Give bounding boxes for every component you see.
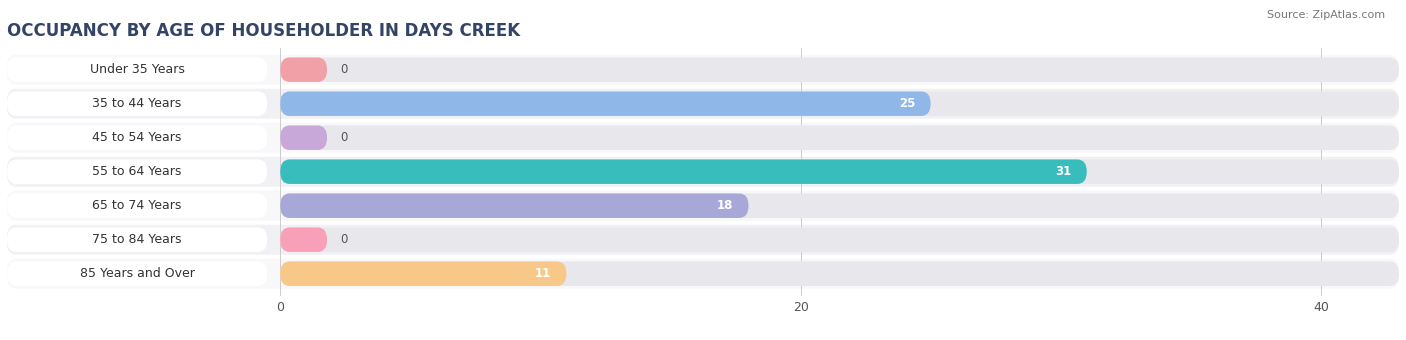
FancyBboxPatch shape — [7, 55, 1399, 85]
Text: 18: 18 — [717, 199, 733, 212]
FancyBboxPatch shape — [280, 227, 1399, 252]
FancyBboxPatch shape — [7, 259, 1399, 289]
FancyBboxPatch shape — [280, 261, 567, 286]
FancyBboxPatch shape — [280, 57, 328, 82]
FancyBboxPatch shape — [7, 193, 267, 218]
Text: Under 35 Years: Under 35 Years — [90, 63, 184, 76]
FancyBboxPatch shape — [7, 125, 267, 150]
FancyBboxPatch shape — [7, 261, 267, 286]
FancyBboxPatch shape — [280, 91, 931, 116]
Text: 65 to 74 Years: 65 to 74 Years — [93, 199, 181, 212]
Text: 11: 11 — [534, 267, 551, 280]
FancyBboxPatch shape — [280, 159, 1087, 184]
Text: 25: 25 — [898, 97, 915, 110]
FancyBboxPatch shape — [280, 261, 1399, 286]
Text: Source: ZipAtlas.com: Source: ZipAtlas.com — [1267, 10, 1385, 20]
FancyBboxPatch shape — [280, 125, 328, 150]
Text: 0: 0 — [340, 233, 347, 246]
FancyBboxPatch shape — [280, 91, 1399, 116]
FancyBboxPatch shape — [280, 193, 748, 218]
Text: 75 to 84 Years: 75 to 84 Years — [93, 233, 181, 246]
FancyBboxPatch shape — [7, 227, 267, 252]
Text: 35 to 44 Years: 35 to 44 Years — [93, 97, 181, 110]
Text: 0: 0 — [340, 63, 347, 76]
Text: 45 to 54 Years: 45 to 54 Years — [93, 131, 181, 144]
FancyBboxPatch shape — [7, 191, 1399, 221]
FancyBboxPatch shape — [7, 91, 267, 116]
FancyBboxPatch shape — [7, 57, 267, 82]
Text: OCCUPANCY BY AGE OF HOUSEHOLDER IN DAYS CREEK: OCCUPANCY BY AGE OF HOUSEHOLDER IN DAYS … — [7, 22, 520, 40]
Text: 0: 0 — [340, 131, 347, 144]
Text: 31: 31 — [1054, 165, 1071, 178]
FancyBboxPatch shape — [280, 227, 328, 252]
FancyBboxPatch shape — [7, 225, 1399, 255]
FancyBboxPatch shape — [280, 193, 1399, 218]
Text: 55 to 64 Years: 55 to 64 Years — [93, 165, 181, 178]
FancyBboxPatch shape — [280, 159, 1399, 184]
Text: 85 Years and Over: 85 Years and Over — [80, 267, 194, 280]
FancyBboxPatch shape — [7, 123, 1399, 153]
FancyBboxPatch shape — [7, 89, 1399, 119]
FancyBboxPatch shape — [7, 157, 1399, 187]
FancyBboxPatch shape — [280, 125, 1399, 150]
FancyBboxPatch shape — [280, 57, 1399, 82]
FancyBboxPatch shape — [7, 159, 267, 184]
